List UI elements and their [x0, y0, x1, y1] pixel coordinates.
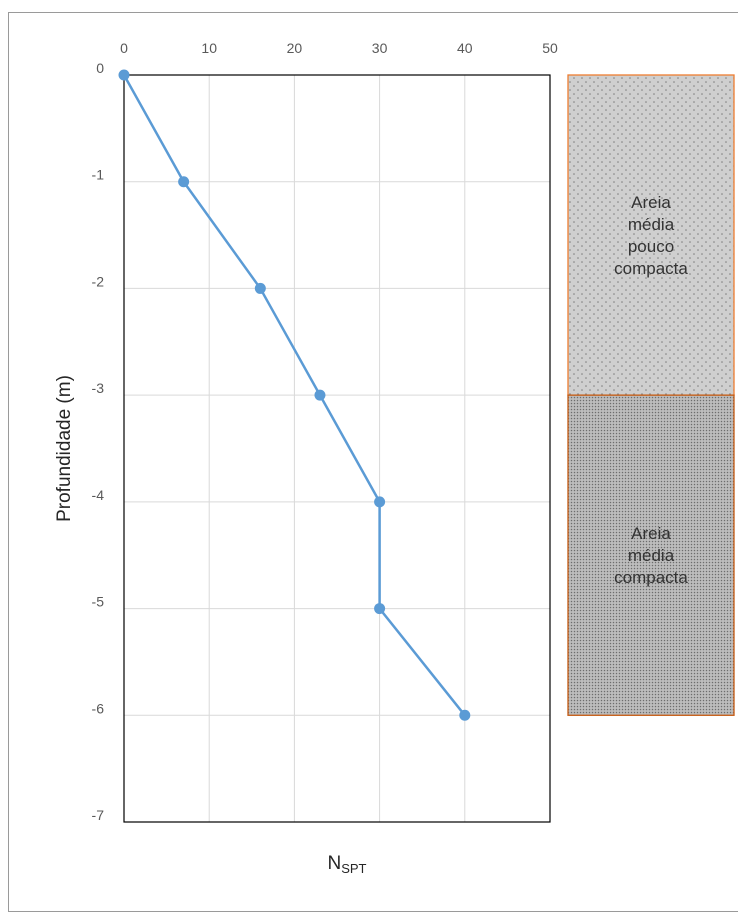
soil-layer-label-line: compacta: [614, 259, 688, 278]
y-tick-label-6: -6: [92, 700, 105, 716]
soil-layer-label-line: Areia: [631, 193, 671, 212]
soil-layer-label-line: média: [628, 215, 675, 234]
x-tick-labels: 0 10 20 30 40 50: [120, 40, 558, 56]
y-tick-label-7: -7: [92, 807, 105, 823]
data-point-3: [314, 389, 326, 401]
x-tick-label-1: 10: [201, 40, 217, 56]
x-tick-label-0: 0: [120, 40, 128, 56]
y-tick-label-4: -4: [92, 487, 105, 503]
y-tick-label-5: -5: [92, 594, 105, 610]
x-axis-title-subscript: SPT: [341, 861, 366, 876]
plot-area: [123, 74, 551, 823]
y-tick-label-0: 0: [96, 60, 104, 76]
soil-layer-0: [567, 74, 735, 396]
data-point-0: [118, 69, 130, 81]
x-tick-label-4: 40: [457, 40, 473, 56]
x-tick-label-3: 30: [372, 40, 388, 56]
soil-layer-label-line: pouco: [628, 237, 674, 256]
data-point-5: [374, 603, 386, 615]
data-point-6: [459, 709, 471, 721]
y-tick-label-3: -3: [92, 380, 105, 396]
soil-layer-label-line: Areia: [631, 524, 671, 543]
x-axis-title-main: N: [327, 853, 341, 874]
data-point-1: [178, 176, 190, 188]
y-tick-labels: 0 -1 -2 -3 -4 -5 -6 -7: [92, 60, 105, 823]
soil-layer-label-line: compacta: [614, 568, 688, 587]
soil-layer-label-line: média: [628, 546, 675, 565]
y-tick-label-2: -2: [92, 273, 105, 289]
x-tick-label-5: 50: [542, 40, 558, 56]
series-group: [118, 69, 471, 721]
soil-layers: Areia média pouco compacta Areia média compact…: [567, 74, 735, 716]
data-point-2: [254, 282, 266, 294]
data-point-4: [374, 496, 386, 508]
x-tick-label-2: 20: [287, 40, 303, 56]
soil-layer-1: [567, 394, 735, 716]
soil-layer-label-0: Areia média pouco compacta: [614, 193, 688, 278]
soil-layer-label-1: Areia média compacta: [614, 524, 688, 587]
y-axis-title: Profundidade (m): [54, 375, 75, 522]
y-tick-label-1: -1: [92, 167, 105, 183]
x-axis-title: NSPT: [327, 853, 366, 876]
grid-lines: [123, 74, 551, 823]
spt-chart: 0 10 20 30 40 50 0 -1 -2 -3 -4 -5 -6 -7 Profundidade…: [54, 40, 735, 876]
